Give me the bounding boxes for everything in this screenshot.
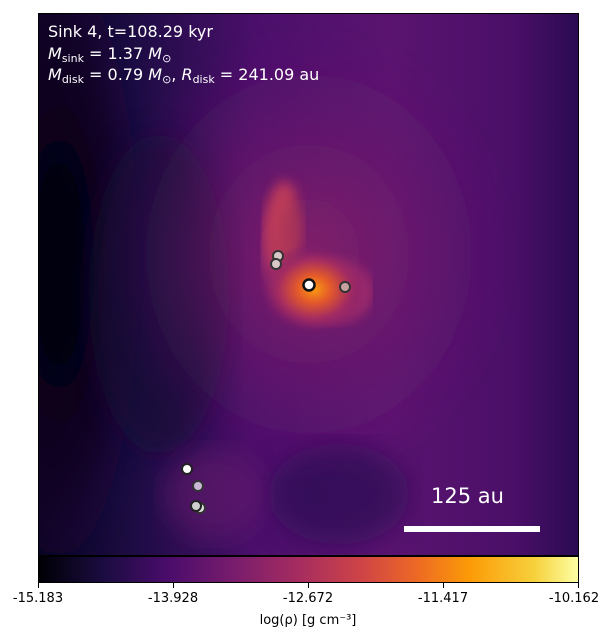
density-map <box>39 14 578 555</box>
scale-bar-label: 125 au <box>431 484 504 508</box>
annotation-line1: Sink 4, t=108.29 kyr <box>48 22 213 41</box>
sink-lower-b <box>192 480 204 492</box>
sink-right <box>339 281 351 293</box>
sink-particles <box>181 250 351 514</box>
colorbar-tick-label: -12.672 <box>282 591 334 606</box>
colorbar-tick <box>173 583 174 588</box>
annotation-sink-mass: Msink = 1.37 M⊙ <box>48 44 172 65</box>
colorbar-tick-label: -10.162 <box>548 591 600 606</box>
sink-lower-d <box>190 500 202 512</box>
colorbar-tick <box>578 583 579 588</box>
colorbar-tick-label: -11.417 <box>417 591 469 606</box>
colorbar <box>38 556 579 583</box>
scale-bar <box>404 526 540 532</box>
colorbar-tick <box>308 583 309 588</box>
colorbar-tick <box>443 583 444 588</box>
colorbar-tick-label: -13.928 <box>147 591 199 606</box>
annotation-disk: Mdisk = 0.79 M⊙, Rdisk = 241.09 au <box>48 65 320 86</box>
sink-primary <box>302 278 316 292</box>
colorbar-tick-label: -15.183 <box>12 591 64 606</box>
colorbar-label: log(ρ) [g cm⁻³] <box>259 613 357 628</box>
sink-upper-b <box>270 258 282 270</box>
lower-clump <box>164 449 264 539</box>
density-map-panel: Sink 4, t=108.29 kyr Msink = 1.37 M⊙ Mdi… <box>38 13 579 556</box>
sink-lower-a <box>181 463 193 475</box>
colorbar-tick <box>38 583 39 588</box>
